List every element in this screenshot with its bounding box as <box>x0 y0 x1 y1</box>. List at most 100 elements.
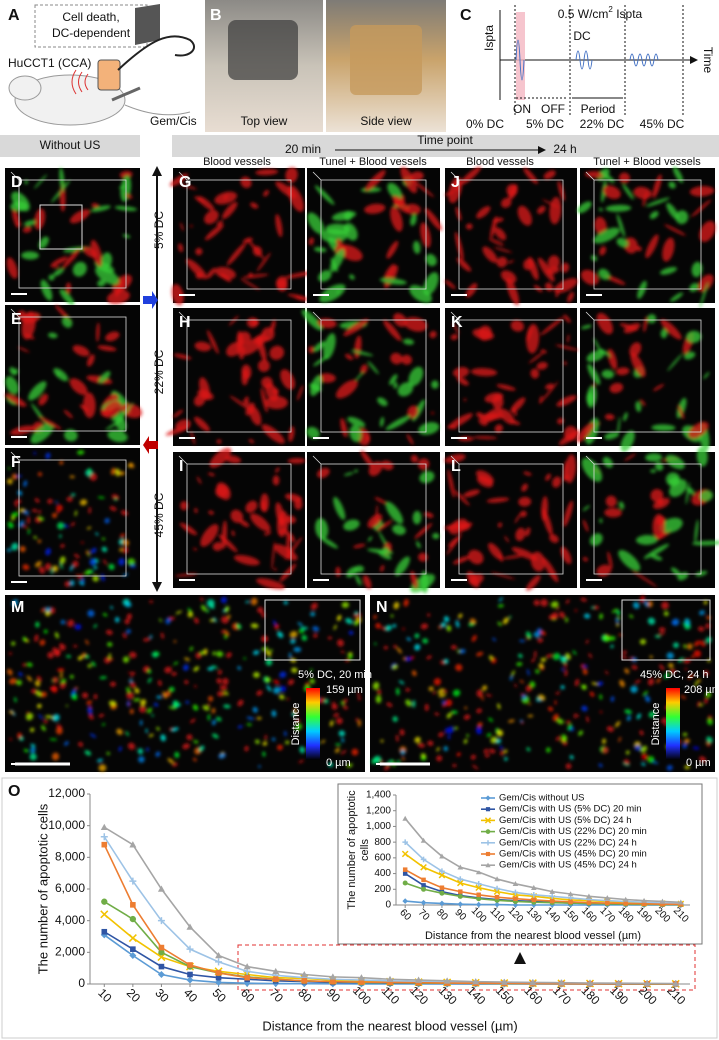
legend-label: Gem/Cis with US (5% DC) 24 h <box>499 815 632 826</box>
signal <box>554 700 557 705</box>
marker <box>531 902 537 908</box>
signal <box>84 750 92 756</box>
signal <box>452 763 457 768</box>
signal <box>507 260 515 264</box>
signal <box>582 519 589 532</box>
signal <box>252 706 258 713</box>
image-content <box>581 446 719 588</box>
signal <box>66 496 73 502</box>
map-caption: 45% DC, 24 h <box>640 669 708 681</box>
signal <box>477 722 483 728</box>
signal <box>367 536 373 542</box>
signal <box>380 626 387 631</box>
signal <box>37 472 43 477</box>
image-content <box>6 167 138 306</box>
volume-box <box>458 179 564 290</box>
signal <box>121 539 130 546</box>
note-text: DC-dependent <box>52 26 131 40</box>
signal <box>122 546 129 554</box>
signal <box>525 631 532 639</box>
signal <box>465 223 473 230</box>
mouse-head <box>8 75 42 101</box>
signal <box>59 562 63 570</box>
signal <box>128 679 133 683</box>
signal <box>493 247 513 253</box>
marker <box>531 891 537 898</box>
signal <box>196 476 202 485</box>
signal <box>367 361 379 375</box>
signal <box>615 721 621 728</box>
signal <box>72 345 90 357</box>
signal <box>213 617 217 623</box>
signal <box>565 617 569 623</box>
marker <box>187 971 193 978</box>
volume-box <box>186 463 292 575</box>
signal <box>73 696 78 700</box>
signal <box>536 361 548 370</box>
marker <box>659 898 666 904</box>
signal <box>216 716 222 722</box>
signal <box>310 375 323 397</box>
signal <box>385 625 392 631</box>
signal <box>256 690 263 696</box>
signal <box>105 331 120 342</box>
signal <box>640 399 646 406</box>
signal <box>31 688 38 694</box>
signal <box>118 746 122 752</box>
signal <box>194 341 212 352</box>
burst <box>575 50 593 70</box>
signal <box>480 693 484 701</box>
signal <box>649 211 659 219</box>
signal <box>244 745 249 752</box>
signal <box>276 744 283 751</box>
signal <box>640 745 648 753</box>
marker <box>439 885 445 890</box>
signal <box>347 652 353 656</box>
signal <box>699 281 709 309</box>
signal <box>69 378 88 396</box>
header: Time point <box>417 133 473 147</box>
marker <box>513 896 518 901</box>
zoom-marker <box>514 952 526 964</box>
signal <box>60 678 67 684</box>
signal <box>498 553 504 562</box>
signal <box>146 747 149 752</box>
signal <box>703 371 710 380</box>
signal <box>459 166 482 186</box>
legend-label: Gem/Cis with US (45% DC) 24 h <box>499 860 637 871</box>
signal <box>470 368 498 377</box>
signal <box>384 764 391 771</box>
device <box>350 25 422 95</box>
signal <box>40 607 46 613</box>
marker <box>494 894 500 900</box>
signal <box>211 719 217 726</box>
signal <box>85 551 90 554</box>
signal <box>124 602 132 608</box>
signal <box>240 278 261 291</box>
y-axis-title: cells <box>359 839 371 862</box>
period-label: Period <box>581 102 616 116</box>
signal <box>631 665 638 670</box>
signal <box>24 333 35 340</box>
signal <box>26 711 30 715</box>
signal <box>114 616 120 623</box>
signal <box>380 460 394 471</box>
signal <box>560 685 565 690</box>
signal <box>237 699 244 707</box>
signal <box>364 169 386 192</box>
signal <box>171 727 179 732</box>
y-tick-label: 0 <box>78 976 85 990</box>
signal <box>105 629 113 635</box>
volume-box <box>320 179 427 290</box>
signal <box>189 646 194 651</box>
signal <box>334 747 340 753</box>
volume-edge <box>585 311 595 321</box>
signal <box>118 471 125 476</box>
signal <box>147 677 152 684</box>
photo-caption: Side view <box>360 114 412 128</box>
signal <box>51 685 58 693</box>
panel-label: O <box>8 783 20 800</box>
signal <box>684 618 691 626</box>
marker <box>660 901 665 907</box>
signal <box>45 548 51 556</box>
